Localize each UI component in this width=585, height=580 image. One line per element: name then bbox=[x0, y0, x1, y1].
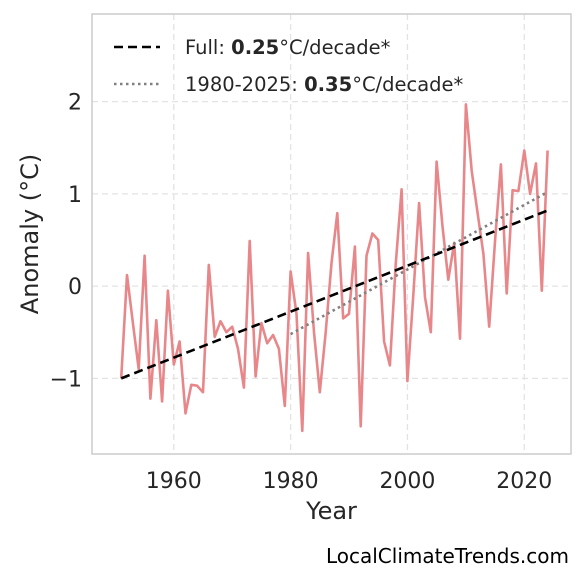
y-tick-label-3: 2 bbox=[68, 91, 82, 116]
credit-text: LocalClimateTrends.com bbox=[325, 544, 569, 568]
x-tick-label-2: 2000 bbox=[379, 469, 435, 494]
y-tick-labels: −1 0 1 2 bbox=[50, 91, 82, 393]
anomaly-series-line bbox=[119, 103, 549, 433]
plot-frame bbox=[91, 13, 572, 455]
grid bbox=[92, 14, 571, 454]
x-tick-label-3: 2020 bbox=[496, 469, 552, 494]
x-tick-label-0: 1960 bbox=[146, 469, 202, 494]
y-tick-label-0: −1 bbox=[50, 367, 82, 392]
trend-full-line bbox=[120, 209, 549, 380]
plot-area bbox=[119, 103, 549, 433]
legend-entry-0: Full: 0.25°C/decade* bbox=[185, 36, 391, 59]
x-tick-labels: 1960 1980 2000 2020 bbox=[146, 469, 552, 494]
trend-1980-2025-line bbox=[289, 190, 549, 336]
y-axis-label: Anomaly (°C) bbox=[16, 154, 44, 314]
legend: Full: 0.25°C/decade* 1980-2025: 0.35°C/de… bbox=[114, 36, 464, 96]
y-tick-label-2: 1 bbox=[68, 183, 82, 208]
x-tick-label-1: 1980 bbox=[263, 469, 319, 494]
legend-entry-1: 1980-2025: 0.35°C/decade* bbox=[185, 73, 464, 96]
x-axis-label: Year bbox=[305, 497, 357, 525]
y-tick-label-1: 0 bbox=[68, 275, 82, 300]
